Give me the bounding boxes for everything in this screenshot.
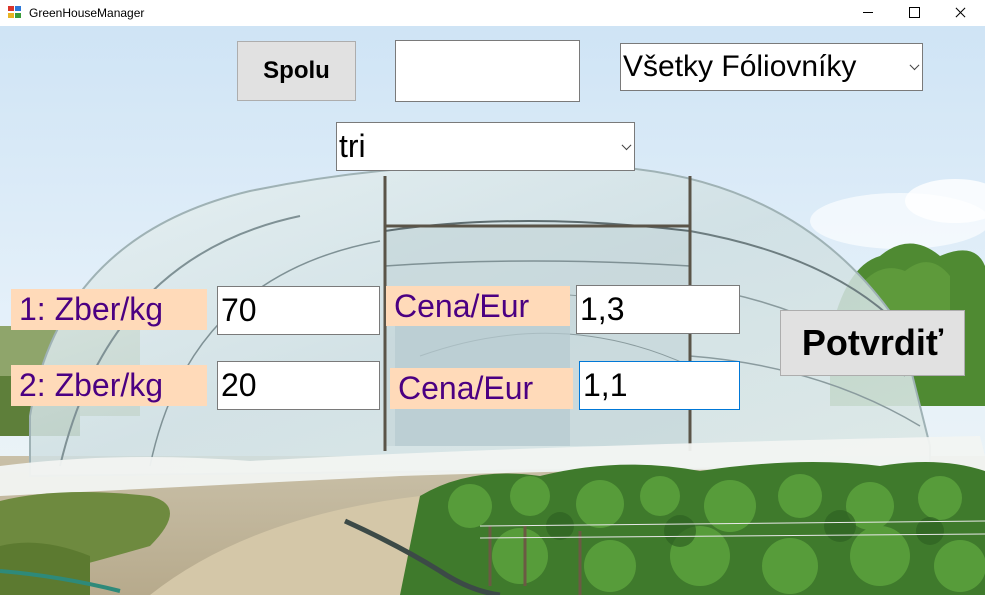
price-input-2-value: 1,1 — [583, 367, 628, 403]
spolu-button[interactable]: Spolu — [237, 41, 356, 101]
confirm-button[interactable]: Potvrdiť — [780, 310, 965, 376]
price-input-2[interactable]: 1,1 — [579, 361, 740, 410]
spolu-button-label: Spolu — [263, 57, 330, 84]
maximize-button[interactable] — [891, 0, 937, 26]
minimize-icon — [863, 12, 873, 13]
variety-select-value: tri — [339, 128, 366, 164]
harvest-label-2: 2: Zber/kg — [11, 365, 207, 406]
harvest-input-1[interactable]: 70 — [217, 286, 380, 335]
chevron-down-icon — [621, 139, 632, 150]
harvest-input-2[interactable]: 20 — [217, 361, 380, 410]
variety-select[interactable]: tri — [336, 122, 635, 171]
price-label-2-text: Cena/Eur — [398, 370, 534, 406]
close-button[interactable] — [937, 0, 983, 26]
harvest-label-2-text: 2: Zber/kg — [19, 367, 164, 403]
price-label-1: Cena/Eur — [386, 286, 570, 326]
greenhouse-select-value: Všetky Fóliovníky — [623, 50, 857, 83]
price-input-1-value: 1,3 — [580, 291, 625, 327]
confirm-button-label: Potvrdiť — [801, 322, 944, 363]
chevron-down-icon — [909, 60, 920, 71]
minimize-button[interactable] — [845, 0, 891, 26]
form-client-area: Spolu Všetky Fóliovníky tri 1: Zber/kg 7… — [0, 26, 985, 595]
total-output-field[interactable] — [395, 40, 580, 102]
harvest-input-1-value: 70 — [221, 292, 257, 328]
price-label-1-text: Cena/Eur — [394, 287, 530, 324]
greenhouse-select[interactable]: Všetky Fóliovníky — [620, 43, 923, 91]
harvest-input-2-value: 20 — [221, 367, 257, 403]
title-bar: GreenHouseManager — [0, 0, 985, 26]
window-title: GreenHouseManager — [29, 6, 145, 20]
harvest-label-1: 1: Zber/kg — [11, 289, 207, 330]
application-icon — [8, 6, 22, 19]
harvest-label-1-text: 1: Zber/kg — [19, 291, 164, 327]
maximize-icon — [909, 7, 920, 18]
price-input-1[interactable]: 1,3 — [576, 285, 740, 334]
price-label-2: Cena/Eur — [390, 368, 573, 409]
